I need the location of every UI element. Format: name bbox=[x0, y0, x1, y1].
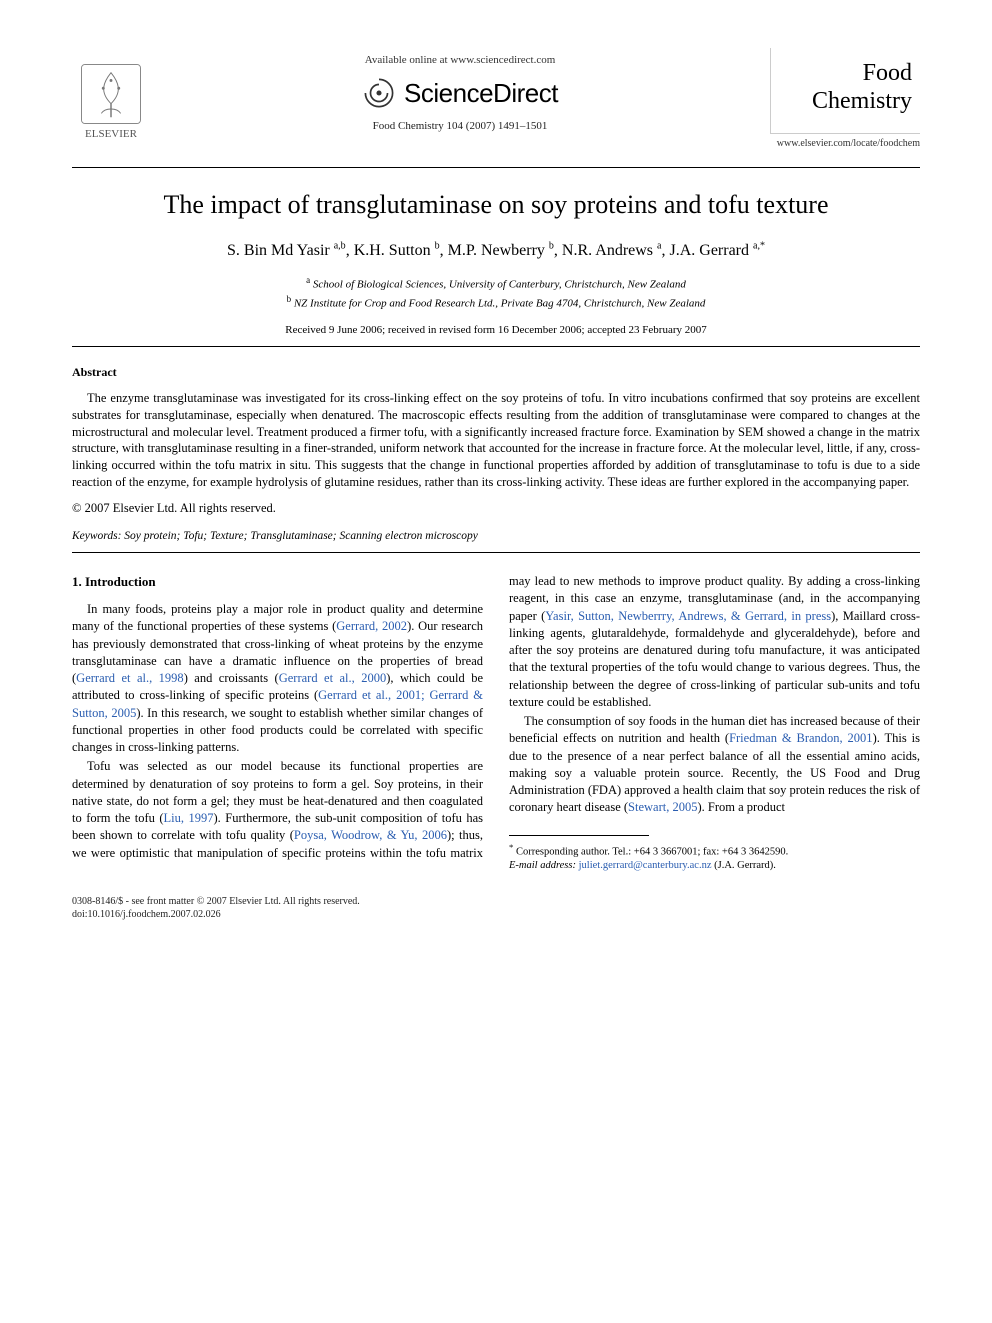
keywords-line: Keywords: Soy protein; Tofu; Texture; Tr… bbox=[72, 530, 920, 542]
article-dates: Received 9 June 2006; received in revise… bbox=[72, 324, 920, 336]
abstract-heading: Abstract bbox=[72, 365, 920, 380]
authors-text: S. Bin Md Yasir a,b, K.H. Sutton b, M.P.… bbox=[227, 242, 765, 259]
rule-under-keywords bbox=[72, 552, 920, 553]
cite-poysa-2006[interactable]: Poysa, Woodrow, & Yu, 2006 bbox=[294, 828, 447, 842]
footer-doi: doi:10.1016/j.foodchem.2007.02.026 bbox=[72, 908, 360, 921]
p3-text-c: ). From a product bbox=[697, 800, 784, 814]
cite-gerrard-2002[interactable]: Gerrard, 2002 bbox=[336, 619, 407, 633]
cite-gerrard-2000[interactable]: Gerrard et al., 2000 bbox=[279, 671, 387, 685]
elsevier-tree-icon bbox=[81, 64, 141, 124]
intro-para-3: The consumption of soy foods in the huma… bbox=[509, 713, 920, 817]
rule-under-dates bbox=[72, 346, 920, 347]
cite-friedman-2001[interactable]: Friedman & Brandon, 2001 bbox=[729, 731, 873, 745]
corresponding-author-footnote: * Corresponding author. Tel.: +64 3 3667… bbox=[509, 842, 920, 874]
footer-left: 0308-8146/$ - see front matter © 2007 El… bbox=[72, 895, 360, 921]
affiliation-a: a School of Biological Sciences, Univers… bbox=[72, 274, 920, 293]
elsevier-logo: ELSEVIER bbox=[72, 48, 150, 140]
intro-para-1: In many foods, proteins play a major rol… bbox=[72, 601, 483, 756]
footnote-corr-text: Corresponding author. Tel.: +64 3 366700… bbox=[516, 846, 788, 857]
p1-text-c: ) and croissants ( bbox=[184, 671, 279, 685]
footnote-email[interactable]: juliet.gerrard@canterbury.ac.nz bbox=[579, 860, 712, 871]
affiliation-b-text: NZ Institute for Crop and Food Research … bbox=[294, 297, 706, 309]
keywords-list: Soy protein; Tofu; Texture; Transglutami… bbox=[124, 530, 478, 542]
keywords-label: Keywords: bbox=[72, 530, 121, 542]
section-1-heading: 1. Introduction bbox=[72, 573, 483, 591]
rule-top bbox=[72, 167, 920, 168]
journal-name-line2: Chemistry bbox=[779, 88, 912, 116]
page-footer: 0308-8146/$ - see front matter © 2007 El… bbox=[72, 895, 920, 921]
authors-line: S. Bin Md Yasir a,b, K.H. Sutton b, M.P.… bbox=[72, 240, 920, 259]
sciencedirect-logo-row: ScienceDirect bbox=[150, 76, 770, 110]
cite-gerrard-1998[interactable]: Gerrard et al., 1998 bbox=[76, 671, 184, 685]
abstract-copyright: © 2007 Elsevier Ltd. All rights reserved… bbox=[72, 501, 920, 516]
footnote-email-tail: (J.A. Gerrard). bbox=[714, 860, 776, 871]
journal-box-wrap: Food Chemistry www.elsevier.com/locate/f… bbox=[770, 48, 920, 149]
footnote-email-label: E-mail address: bbox=[509, 860, 576, 871]
p2-text-d: ), Maillard cross-linking agents, glutar… bbox=[509, 609, 920, 709]
page-header: ELSEVIER Available online at www.science… bbox=[72, 48, 920, 149]
journal-name-line1: Food bbox=[779, 60, 912, 88]
footnote-corr: * Corresponding author. Tel.: +64 3 3667… bbox=[509, 842, 920, 860]
affiliation-a-text: School of Biological Sciences, Universit… bbox=[313, 278, 686, 290]
cite-stewart-2005[interactable]: Stewart, 2005 bbox=[628, 800, 697, 814]
available-online-line: Available online at www.sciencedirect.co… bbox=[150, 54, 770, 66]
footnote-email-line: E-mail address: juliet.gerrard@canterbur… bbox=[509, 859, 920, 873]
journal-url: www.elsevier.com/locate/foodchem bbox=[770, 138, 920, 149]
header-center: Available online at www.sciencedirect.co… bbox=[150, 48, 770, 132]
cite-liu-1997[interactable]: Liu, 1997 bbox=[164, 811, 214, 825]
abstract-body: The enzyme transglutaminase was investig… bbox=[72, 390, 920, 491]
affiliations: a School of Biological Sciences, Univers… bbox=[72, 274, 920, 312]
sciencedirect-wordmark: ScienceDirect bbox=[404, 78, 558, 109]
body-columns: 1. Introduction In many foods, proteins … bbox=[72, 573, 920, 873]
footer-issn: 0308-8146/$ - see front matter © 2007 El… bbox=[72, 895, 360, 908]
sciencedirect-swirl-icon bbox=[362, 76, 396, 110]
cite-yasir-inpress[interactable]: Yasir, Sutton, Newberrry, Andrews, & Ger… bbox=[545, 609, 831, 623]
footnote-rule bbox=[509, 835, 649, 836]
journal-reference: Food Chemistry 104 (2007) 1491–1501 bbox=[150, 120, 770, 132]
article-title: The impact of transglutaminase on soy pr… bbox=[72, 190, 920, 220]
affiliation-b: b NZ Institute for Crop and Food Researc… bbox=[72, 293, 920, 312]
journal-title-box: Food Chemistry bbox=[770, 48, 920, 134]
elsevier-label: ELSEVIER bbox=[85, 128, 137, 140]
